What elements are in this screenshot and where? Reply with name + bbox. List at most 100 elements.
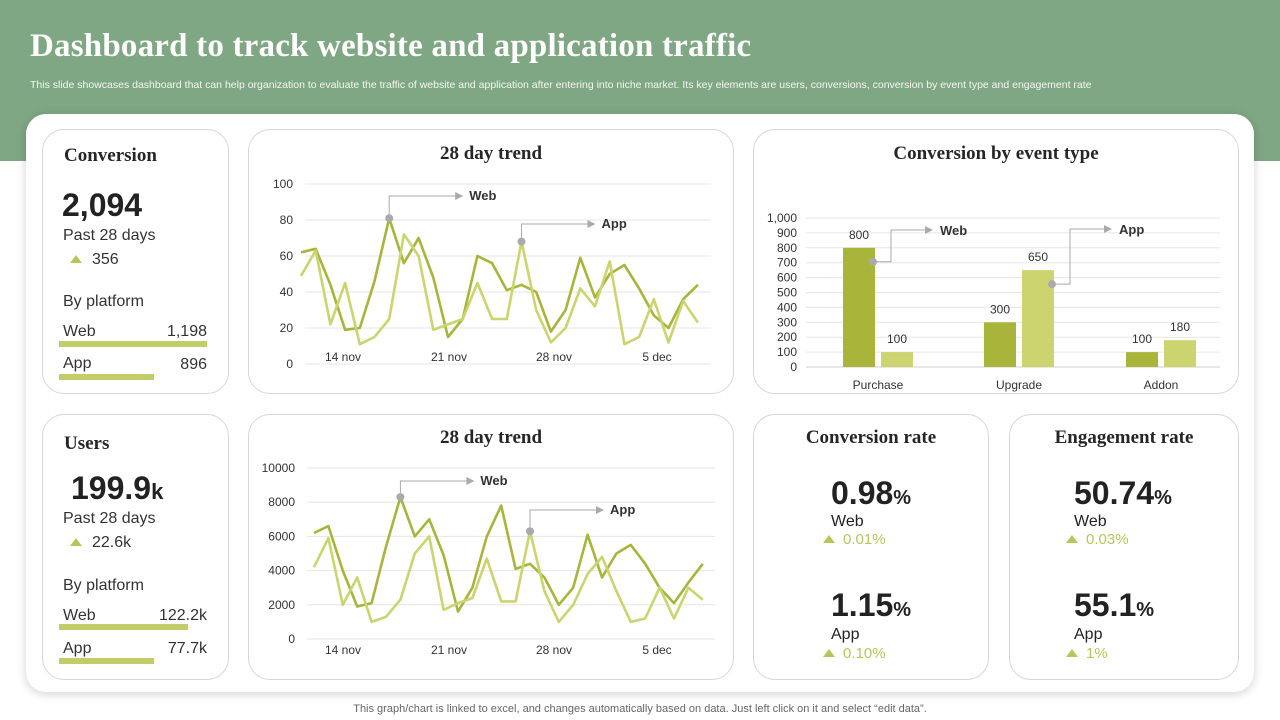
users-app-label: App bbox=[63, 640, 92, 657]
conversion-rate-app: 1.15% bbox=[831, 587, 911, 624]
engagement-rate-app-value: 55.1 bbox=[1074, 587, 1137, 623]
callout-dot bbox=[396, 493, 405, 502]
conversion-rate-web: 0.98% bbox=[831, 475, 911, 512]
up-arrow-icon bbox=[70, 538, 82, 546]
callout-line bbox=[388, 195, 458, 215]
page-subtitle: This slide showcases dashboard that can … bbox=[30, 79, 1092, 91]
x-tick-label: 14 nov bbox=[325, 643, 361, 657]
conversion-trend-card[interactable]: 28 day trend 0 20 40 60 80 100 14 nov 21 nov 28 … bbox=[248, 129, 734, 394]
engagement-rate-web-label: Web bbox=[1074, 513, 1107, 530]
callout-label-app: App bbox=[602, 216, 627, 231]
y-tick-label: 400 bbox=[777, 300, 797, 314]
y-tick-label: 60 bbox=[280, 249, 294, 263]
conversion-delta: 356 bbox=[70, 251, 119, 269]
event-type-chart: 01002003004005006007008009001,000Purchas… bbox=[767, 211, 1220, 392]
users-title: Users bbox=[64, 433, 110, 454]
conversion-total: 2,094 bbox=[62, 187, 143, 223]
conversion-trend-chart: 0 20 40 60 80 100 14 nov 21 nov 28 nov 5 dec Web Ap… bbox=[273, 177, 711, 371]
users-web-label: Web bbox=[63, 607, 96, 624]
y-tick-label: 80 bbox=[280, 213, 294, 227]
y-tick-label: 0 bbox=[288, 632, 295, 646]
conversion-card[interactable]: Conversion 2,094 Past 28 days 356 By pla… bbox=[42, 129, 229, 394]
engagement-rate-app: 55.1% bbox=[1074, 587, 1154, 624]
callout-line bbox=[1056, 228, 1106, 285]
x-tick-label: 28 nov bbox=[536, 643, 572, 657]
users-trend-card[interactable]: 28 day trend 0 2000 4000 6000 8000 10000 14 no… bbox=[248, 414, 734, 680]
y-tick-label: 20 bbox=[280, 321, 294, 335]
data-label: 300 bbox=[990, 302, 1010, 316]
y-tick-label: 700 bbox=[777, 256, 797, 270]
y-tick-label: 600 bbox=[777, 271, 797, 285]
conversion-platform-label: By platform bbox=[63, 293, 144, 310]
engagement-rate-app-label: App bbox=[1074, 626, 1103, 643]
engagement-rate-app-delta-value: 1% bbox=[1086, 645, 1108, 662]
y-tick-label: 800 bbox=[777, 241, 797, 255]
callout-label-web: Web bbox=[469, 188, 496, 203]
up-arrow-icon bbox=[823, 535, 835, 543]
data-label: 650 bbox=[1028, 250, 1048, 264]
users-delta: 22.6k bbox=[70, 534, 131, 552]
callout-label-app: App bbox=[1119, 222, 1144, 237]
series-line-web bbox=[313, 495, 704, 613]
users-period: Past 28 days bbox=[63, 510, 156, 527]
x-tick-label: 5 dec bbox=[642, 643, 671, 657]
callout-arrow-icon bbox=[587, 220, 596, 228]
conversion-app-label: App bbox=[63, 355, 92, 372]
data-label: 180 bbox=[1170, 320, 1190, 334]
conversion-rate-card[interactable]: Conversion rate 0.98% Web 0.01% 1.15% Ap… bbox=[753, 414, 989, 680]
engagement-rate-app-delta: 1% bbox=[1066, 645, 1108, 662]
conversion-app-bar bbox=[59, 374, 154, 380]
data-label: 100 bbox=[1132, 332, 1152, 346]
y-tick-label: 100 bbox=[273, 177, 293, 191]
data-label: 100 bbox=[887, 332, 907, 346]
x-tick-label: 21 nov bbox=[431, 643, 467, 657]
callout-arrow-icon bbox=[925, 226, 933, 234]
y-tick-label: 10000 bbox=[262, 461, 296, 475]
x-tick-label: Upgrade bbox=[996, 378, 1042, 392]
conversion-rate-app-value: 1.15 bbox=[831, 587, 894, 623]
y-tick-label: 0 bbox=[286, 357, 293, 371]
conversion-web-bar bbox=[59, 341, 207, 347]
y-tick-label: 8000 bbox=[268, 495, 295, 509]
callout-dot bbox=[517, 237, 526, 246]
conversion-app-value: 896 bbox=[180, 356, 207, 373]
callout-arrow-icon bbox=[1104, 225, 1112, 233]
conversion-rate-app-delta-value: 0.10% bbox=[843, 645, 886, 662]
bar-web-addon bbox=[1126, 352, 1158, 367]
callout-line bbox=[399, 480, 469, 494]
callout-line bbox=[529, 509, 598, 528]
y-tick-label: 40 bbox=[280, 285, 294, 299]
conversion-trend-title: 28 day trend bbox=[439, 143, 543, 164]
users-total-unit: k bbox=[151, 479, 164, 504]
conversion-rate-web-value: 0.98 bbox=[831, 475, 894, 511]
conversion-web-label: Web bbox=[63, 323, 96, 340]
conversion-web-value: 1,198 bbox=[166, 323, 207, 340]
conversion-delta-value: 356 bbox=[92, 251, 119, 268]
y-tick-label: 4000 bbox=[268, 564, 295, 578]
users-card[interactable]: Users 199.9k Past 28 days 22.6k By platf… bbox=[42, 414, 229, 680]
callout-label-web: Web bbox=[480, 473, 507, 488]
y-tick-label: 200 bbox=[777, 330, 797, 344]
x-tick-label: 21 nov bbox=[431, 350, 467, 364]
users-trend-chart: 0 2000 4000 6000 8000 10000 14 nov 21 nov 28 nov… bbox=[262, 461, 715, 657]
x-tick-label: 5 dec bbox=[642, 350, 671, 364]
conversion-rate-app-pct: % bbox=[893, 599, 912, 621]
users-delta-value: 22.6k bbox=[92, 534, 132, 551]
callout-dot bbox=[526, 527, 534, 536]
callout-line bbox=[521, 223, 590, 238]
engagement-rate-app-pct: % bbox=[1136, 599, 1155, 621]
callout-arrow-icon bbox=[466, 477, 475, 485]
conversion-title: Conversion bbox=[64, 145, 157, 166]
data-label: 800 bbox=[849, 228, 869, 242]
y-tick-label: 500 bbox=[777, 286, 797, 300]
y-tick-label: 1,000 bbox=[767, 211, 797, 225]
event-type-card[interactable]: Conversion by event type 0 100 200 300 400 50… bbox=[753, 129, 1239, 394]
y-tick-label: 900 bbox=[777, 226, 797, 240]
engagement-rate-card[interactable]: Engagement rate 50.74% Web 0.03% 55.1% A… bbox=[1009, 414, 1239, 680]
y-tick-label: 6000 bbox=[268, 529, 295, 543]
users-trend-title: 28 day trend bbox=[439, 427, 543, 448]
bar-app-purchase bbox=[881, 352, 913, 367]
up-arrow-icon bbox=[1066, 649, 1078, 657]
footer-note: This graph/chart is linked to excel, and… bbox=[353, 703, 927, 715]
engagement-rate-title: Engagement rate bbox=[1054, 427, 1194, 448]
